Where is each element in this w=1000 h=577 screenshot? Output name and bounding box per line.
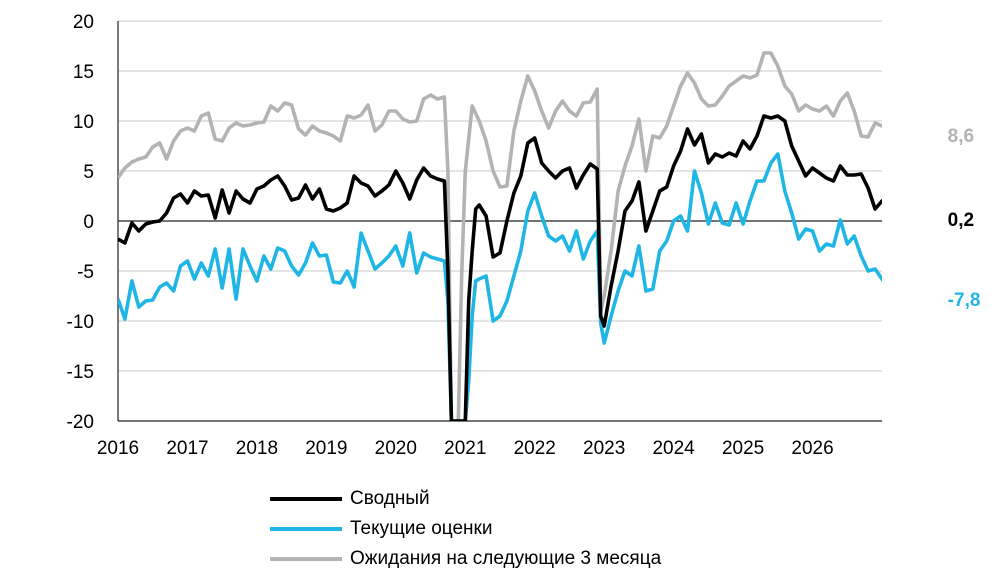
legend-label-expectations: Ожидания на следующие 3 месяца xyxy=(350,548,662,569)
y-tick-label: 20 xyxy=(73,12,94,33)
y-tick-label: 0 xyxy=(83,212,94,233)
line-chart: 20 15 10 5 0 -5 -10 -15 -20 2016 2017 2018 2019 2020… xyxy=(67,12,981,459)
y-tick-label: 15 xyxy=(73,62,94,83)
legend-item-expectations: Ожидания на следующие 3 месяца xyxy=(270,544,661,574)
x-tick-label: 2020 xyxy=(375,438,417,459)
legend: Сводный Текущие оценки Ожидания на следу… xyxy=(270,484,661,574)
legend-label-current: Текущие оценки xyxy=(350,518,493,539)
gridlines xyxy=(118,20,882,422)
x-tick-label: 2021 xyxy=(444,438,486,459)
end-label-2: 8,6 xyxy=(948,126,974,147)
x-tick-label: 2025 xyxy=(722,438,764,459)
y-tick-label: -20 xyxy=(67,412,94,433)
series-lines xyxy=(118,51,882,421)
y-tick-label: -5 xyxy=(77,262,94,283)
x-tick-label: 2016 xyxy=(97,438,139,459)
legend-item-svodny: Сводный xyxy=(270,484,661,514)
y-tick-label: 10 xyxy=(73,112,94,133)
legend-item-current: Текущие оценки xyxy=(270,514,661,544)
y-tick-label: 5 xyxy=(83,162,94,183)
series-line-0 xyxy=(118,114,882,421)
x-tick-label: 2023 xyxy=(583,438,625,459)
y-tick-label: -15 xyxy=(67,362,94,383)
x-tick-label: 2017 xyxy=(166,438,208,459)
legend-swatch-current xyxy=(270,527,342,531)
legend-swatch-svodny xyxy=(270,497,342,501)
y-tick-label: -10 xyxy=(67,312,94,333)
legend-label-svodny: Сводный xyxy=(350,488,430,509)
y-axis-ticks: 20 15 10 5 0 -5 -10 -15 -20 xyxy=(67,12,94,433)
x-axis-ticks: 2016 2017 2018 2019 2020 2021 2022 2023 2024 2025… xyxy=(97,438,834,459)
end-labels: 0,2 -7,8 8,6 xyxy=(948,126,981,311)
end-label-0: 0,2 xyxy=(948,210,974,231)
end-label-1: -7,8 xyxy=(948,290,981,311)
legend-swatch-expectations xyxy=(270,557,342,561)
x-tick-label: 2026 xyxy=(791,438,833,459)
x-tick-label: 2018 xyxy=(236,438,278,459)
x-tick-label: 2019 xyxy=(305,438,347,459)
x-tick-label: 2022 xyxy=(514,438,556,459)
series-line-1 xyxy=(118,152,882,421)
x-tick-label: 2024 xyxy=(652,438,695,459)
axes xyxy=(117,21,882,422)
series-line-2 xyxy=(118,51,882,421)
